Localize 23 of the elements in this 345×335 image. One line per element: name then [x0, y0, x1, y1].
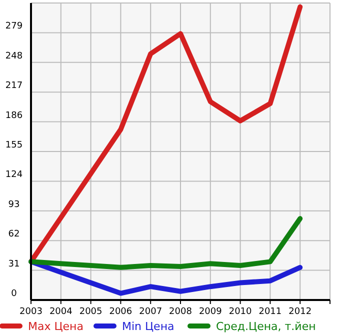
- y-tick-label: 248: [5, 51, 23, 62]
- x-tick-label: 2003: [20, 307, 42, 317]
- y-tick-label: 279: [5, 22, 23, 32]
- x-tick-label: 2004: [49, 307, 73, 317]
- y-tick-label: 0: [11, 289, 18, 299]
- y-tick-label: 155: [5, 140, 23, 150]
- x-tick-label: 2010: [228, 307, 252, 317]
- legend-label: Min Цена: [122, 320, 174, 333]
- x-tick-label: 2009: [198, 307, 222, 317]
- x-tick-label: 2007: [139, 307, 162, 317]
- y-tick-label: 31: [8, 259, 20, 270]
- legend-label: Сред.Цена, т.йен: [216, 320, 316, 333]
- x-tick-label: 2005: [79, 307, 102, 317]
- y-tick-label: 62: [8, 230, 20, 240]
- y-tick-label: 124: [5, 170, 23, 180]
- x-tick-label: 2012: [288, 307, 312, 317]
- x-tick-label: 2006: [109, 307, 132, 317]
- x-tick-label: 2011: [258, 307, 282, 317]
- y-tick-label: 217: [5, 81, 23, 92]
- y-tick-label: 186: [5, 110, 23, 121]
- x-tick-label: 2008: [169, 307, 192, 317]
- y-tick-label: 93: [8, 200, 20, 210]
- legend-label: Max Цена: [28, 320, 84, 333]
